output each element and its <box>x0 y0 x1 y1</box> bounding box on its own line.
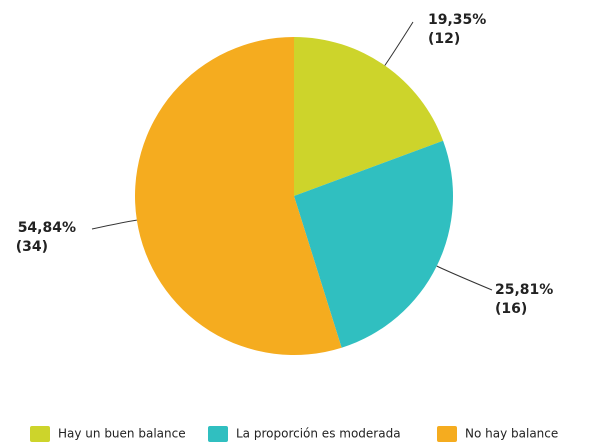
legend-swatch <box>437 426 457 442</box>
value-label: 54,84% <box>18 220 76 236</box>
count-label: (34) <box>16 239 48 255</box>
legend-label: Hay un buen balance <box>58 427 186 441</box>
legend-swatch <box>208 426 228 442</box>
pie-slice <box>134 37 342 356</box>
leader-line <box>436 265 493 291</box>
count-label: (12) <box>428 31 460 47</box>
pie-slice <box>294 37 444 196</box>
leader-line <box>91 219 137 230</box>
count-label: (16) <box>495 301 527 317</box>
legend-swatch <box>30 426 50 442</box>
legend-label: No hay balance <box>465 427 558 441</box>
pie-slice <box>294 140 453 348</box>
leader-line <box>384 21 414 66</box>
legend-label: La proporción es moderada <box>236 427 401 441</box>
value-label: 25,81% <box>495 282 553 298</box>
value-label: 19,35% <box>428 12 486 28</box>
